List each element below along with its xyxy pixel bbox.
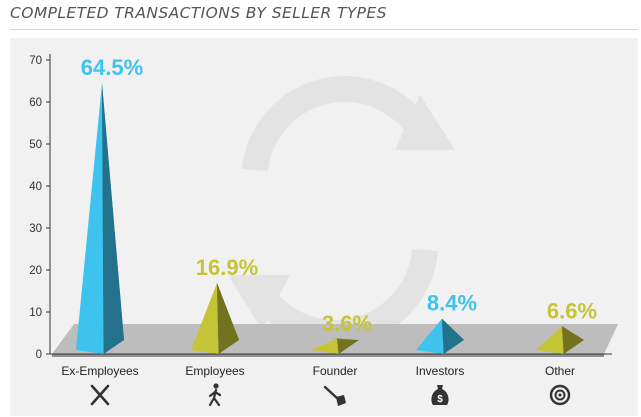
bar-side-face bbox=[442, 318, 464, 354]
y-tick-label: 70 bbox=[29, 55, 42, 67]
data-label: 6.6% bbox=[547, 298, 597, 323]
bar-pyramid bbox=[536, 326, 584, 354]
money-bag-icon: $ bbox=[431, 385, 449, 405]
bar-pyramid bbox=[191, 283, 239, 354]
walking-person-icon bbox=[208, 383, 222, 407]
chart-title: COMPLETED TRANSACTIONS BY SELLER TYPES bbox=[10, 4, 387, 22]
target-icon bbox=[549, 384, 571, 406]
data-label: 16.9% bbox=[196, 255, 258, 280]
bar-side-face bbox=[217, 283, 239, 354]
category-label: Employees bbox=[185, 364, 244, 378]
category-label: Founder bbox=[313, 364, 358, 378]
bar-front-face bbox=[76, 83, 104, 354]
category-label: Other bbox=[545, 364, 575, 378]
x-cross-icon bbox=[90, 384, 110, 406]
bar-front-face bbox=[191, 283, 219, 354]
y-tick-label: 60 bbox=[29, 97, 42, 109]
data-label: 64.5% bbox=[81, 55, 143, 80]
shovel-icon bbox=[323, 385, 346, 406]
y-tick-label: 30 bbox=[29, 223, 42, 235]
bar-side-face bbox=[562, 326, 584, 354]
y-tick-label: 10 bbox=[29, 307, 42, 319]
chart-floor-edge bbox=[52, 354, 604, 357]
data-label: 3.6% bbox=[322, 311, 372, 336]
data-label: 8.4% bbox=[427, 291, 477, 316]
category-label: Ex-Employees bbox=[61, 364, 138, 378]
category-label: Investors bbox=[416, 364, 465, 378]
bar-pyramid bbox=[416, 318, 464, 354]
title-rule bbox=[10, 29, 638, 30]
y-tick-label: 40 bbox=[29, 181, 42, 193]
y-tick-label: 20 bbox=[29, 265, 42, 277]
bar-front-face bbox=[536, 326, 564, 354]
bar-front-face bbox=[416, 318, 444, 354]
bar-pyramid bbox=[311, 338, 359, 354]
bar-side-face bbox=[102, 83, 124, 354]
y-tick-label: 50 bbox=[29, 139, 42, 151]
bar-front-face bbox=[311, 338, 339, 354]
bar-side-face bbox=[337, 338, 359, 354]
svg-text:$: $ bbox=[437, 394, 443, 405]
bar-pyramid bbox=[76, 83, 124, 354]
watermark-arrowheads bbox=[228, 95, 455, 330]
bar-back-face bbox=[332, 338, 359, 340]
y-tick-label: 0 bbox=[36, 349, 42, 361]
